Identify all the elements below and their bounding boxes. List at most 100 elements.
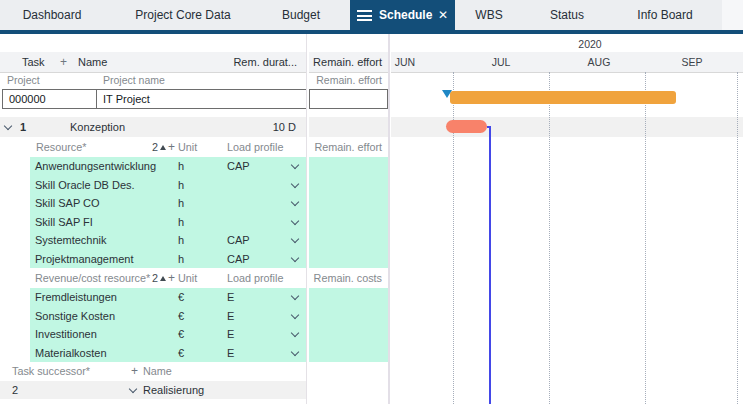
chevron-down-icon[interactable]: [291, 235, 299, 243]
chevron-down-icon[interactable]: [129, 385, 137, 393]
cost-resource-row[interactable]: Sonstige Kosten € E: [30, 307, 307, 326]
project-id-field[interactable]: 000000: [2, 89, 97, 109]
project-name-field[interactable]: IT Project: [96, 89, 307, 109]
resource-unit: h: [178, 157, 184, 176]
tab-wbs[interactable]: WBS: [475, 0, 502, 30]
project-start-marker[interactable]: [442, 90, 452, 98]
sort-ascending-icon[interactable]: [160, 145, 166, 150]
resource-name: Projektmanagement: [35, 250, 133, 269]
chevron-down-icon[interactable]: [291, 198, 299, 206]
chevron-down-icon[interactable]: [291, 217, 299, 225]
task-number: 1: [20, 117, 26, 137]
timescale-month: JUN: [395, 52, 415, 72]
app-window: Dashboard Project Core Data Budget WBS S…: [0, 0, 743, 404]
cost-resource-load: E: [227, 307, 234, 326]
unit-column-header: Unit: [178, 268, 197, 288]
effort-header-row: Remain. effort: [309, 52, 388, 72]
add-successor-icon[interactable]: +: [131, 362, 138, 381]
successor-name: Realisierung: [143, 381, 204, 399]
load-profile-column-header: Load profile: [227, 137, 283, 157]
cost-resource-unit: €: [178, 325, 184, 344]
sort-ascending-icon[interactable]: [160, 276, 166, 281]
schedule-content: Task + Name Rem. durat... Project Projec…: [0, 34, 743, 404]
add-resource-icon[interactable]: +: [168, 137, 175, 157]
cost-resources-header-row: Revenue/cost resource* 2 + Unit Load pro…: [0, 268, 307, 288]
collapse-task-icon[interactable]: [4, 122, 12, 130]
task-effort-cell[interactable]: [309, 117, 388, 137]
chevron-down-icon[interactable]: [291, 180, 299, 188]
month-gridline: [737, 72, 738, 404]
table-right-border: [306, 34, 307, 404]
project-effort-field[interactable]: [309, 89, 388, 109]
cost-resource-name: Investitionen: [35, 325, 97, 344]
remain-effort-column-header: Remain. effort: [313, 52, 382, 72]
tab-dashboard[interactable]: Dashboard: [23, 0, 82, 30]
cost-resource-row[interactable]: Materialkosten € E: [30, 344, 307, 363]
successor-name-column-header: Name: [143, 362, 172, 381]
chevron-down-icon[interactable]: [291, 329, 299, 337]
successor-id: 2: [12, 381, 18, 399]
cost-resource-load: E: [227, 325, 234, 344]
cost-resource-row[interactable]: Fremdleistungen € E: [30, 288, 307, 307]
task-row-stripe: [391, 117, 743, 137]
cost-resource-unit: €: [178, 344, 184, 363]
add-task-icon[interactable]: +: [60, 52, 67, 72]
duration-column-header: Rem. durat...: [233, 52, 297, 72]
resource-load: CAP: [227, 231, 250, 250]
resource-effort-header: Remain. effort: [309, 137, 388, 157]
cost-resource-unit: €: [178, 307, 184, 326]
timescale-month: AUG: [588, 52, 611, 72]
tab-budget[interactable]: Budget: [282, 0, 320, 30]
chevron-down-icon[interactable]: [291, 161, 299, 169]
resources-header-row: Resource* 2 + Unit Load profile: [0, 137, 307, 157]
remain-effort-label: Remain. effort: [314, 137, 382, 157]
chevron-down-icon[interactable]: [291, 292, 299, 300]
pane-splitter[interactable]: [388, 34, 390, 404]
cost-cells[interactable]: [309, 288, 388, 362]
add-cost-resource-icon[interactable]: +: [168, 268, 175, 288]
chevron-down-icon[interactable]: [291, 254, 299, 262]
cost-resource-row[interactable]: Investitionen € E: [30, 325, 307, 344]
chevron-down-icon[interactable]: [291, 348, 299, 356]
sort-count: 2: [152, 137, 158, 157]
project-bar[interactable]: [450, 91, 676, 104]
cost-resource-name: Sonstige Kosten: [35, 307, 115, 326]
month-gridline: [645, 72, 646, 404]
effort-label-row: Remain. effort: [309, 72, 388, 89]
resource-unit: h: [178, 213, 184, 232]
successor-row[interactable]: 2 Realisierung: [0, 381, 307, 399]
resource-name: Anwendungsentwicklung: [35, 157, 156, 176]
resource-row[interactable]: Systemtechnik h CAP: [30, 231, 307, 250]
timescale-month: JUL: [492, 52, 511, 72]
tab-status[interactable]: Status: [550, 0, 584, 30]
task-row-konzeption[interactable]: 1 Konzeption 10 D: [0, 117, 307, 137]
resource-row[interactable]: Anwendungsentwicklung h CAP: [30, 157, 307, 176]
close-icon[interactable]: ✕: [438, 0, 448, 31]
cost-resource-name: Materialkosten: [35, 344, 107, 363]
task-column-header: Task: [22, 52, 45, 72]
tabbar-right-cap: [722, 0, 743, 30]
resource-unit: h: [178, 231, 184, 250]
cost-resource-load: E: [227, 344, 234, 363]
project-label-row: Project Project name: [0, 72, 307, 89]
task-bar[interactable]: [446, 120, 487, 133]
tab-schedule[interactable]: Schedule ✕: [350, 0, 455, 34]
resource-row[interactable]: Skill SAP CO h: [30, 194, 307, 213]
chevron-down-icon[interactable]: [291, 311, 299, 319]
resource-effort-cells[interactable]: [309, 157, 388, 268]
menu-icon[interactable]: [357, 10, 372, 21]
remain-effort-label: Remain. effort: [316, 72, 382, 89]
load-profile-column-header: Load profile: [227, 268, 283, 288]
link-line-vertical: [489, 126, 491, 404]
resource-name: Skill Oracle DB Des.: [35, 176, 135, 195]
resource-name: Skill SAP CO: [35, 194, 100, 213]
cost-resource-name: Fremdleistungen: [35, 288, 117, 307]
remain-costs-label: Remain. costs: [314, 268, 382, 288]
timescale-divider: [391, 72, 743, 73]
resource-name: Skill SAP FI: [35, 213, 93, 232]
tab-project-core-data[interactable]: Project Core Data: [135, 0, 230, 30]
resource-row[interactable]: Projektmanagement h CAP: [30, 250, 307, 269]
tab-info-board[interactable]: Info Board: [637, 0, 692, 30]
resource-row[interactable]: Skill Oracle DB Des. h: [30, 176, 307, 195]
resource-row[interactable]: Skill SAP FI h: [30, 213, 307, 232]
